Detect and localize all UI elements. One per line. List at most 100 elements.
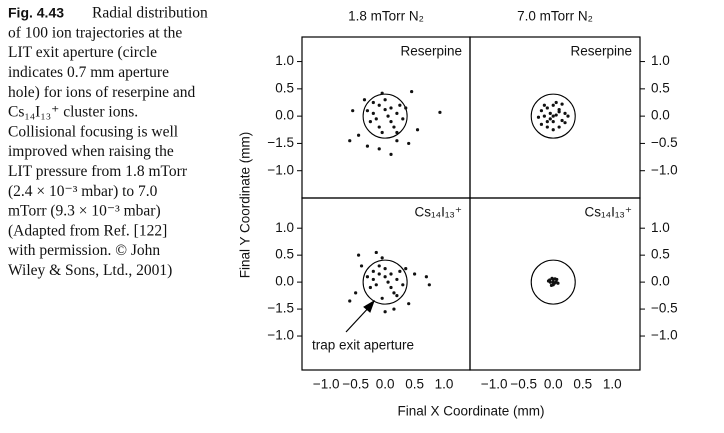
trajectory-point [386,280,390,284]
trajectory-point [383,310,387,314]
trajectory-point [380,256,384,260]
trajectory-point [377,147,381,151]
panel-label: Reserpine [400,44,462,59]
caption-line: (Adapted from Ref. [122] [8,222,167,239]
trajectory-point [551,119,555,124]
caption-line: of 100 ion trajectories at the [8,24,182,41]
caption-line: mTorr (9.3 × 10⁻³ mbar) [8,203,161,220]
trajectory-point [560,118,564,123]
trajectory-point [371,269,375,273]
y-axis-title: Final Y Coordinate (mm) [238,132,253,279]
caption-line: (2.4 × 10⁻³ mbar) to 7.0 [8,183,158,200]
x-tick-label: −0.5 [510,377,537,392]
y-tick-label: 1.0 [651,220,670,235]
y-tick-label: 0.0 [275,108,294,123]
trajectory-point [557,125,561,129]
trajectory-point [371,111,375,116]
y-tick-label: 0.5 [275,80,294,95]
aperture-circle [362,259,408,305]
trajectory-point [548,111,552,116]
trajectory-point [371,100,375,105]
x-axis-title: Final X Coordinate (mm) [397,404,544,419]
trajectory-point [380,296,384,300]
trajectory-point [392,291,396,295]
trajectory-point [560,102,564,106]
trajectory-point [392,125,396,129]
panel-label: Cs₁₄I₁₃⁺ [415,205,463,220]
trajectory-point [389,119,393,124]
trajectory-point [551,103,555,107]
trajectory-point [539,109,544,113]
trajectory-point [368,285,372,290]
panel-frame [469,36,641,199]
trajectory-point [563,111,567,116]
trajectory-point [395,277,399,282]
aperture-circle [362,93,408,139]
trajectory-point [395,139,399,143]
trajectory-point [404,267,408,271]
trajectory-point [365,144,370,148]
panel-frame [301,36,471,199]
annotation: trap exit aperture [312,338,414,353]
caption-label: Fig. 4.43 [8,5,64,21]
trajectory-point [427,283,431,287]
trajectory-point [377,103,381,107]
trajectory-point [392,307,396,311]
trajectory-point [368,119,372,124]
y-tick-label: −1.0 [267,328,294,343]
y-tick-label: 0.5 [651,247,670,262]
caption-line: LIT pressure from 1.8 mTorr [8,163,188,180]
trajectory-point [354,291,358,295]
x-tick-label: 0.0 [544,377,563,392]
trajectory-point [377,264,381,268]
trajectory-point [356,133,361,137]
x-tick-label: 0.5 [405,377,424,392]
y-tick-label: 1.0 [275,53,294,68]
trajectory-point [438,110,442,114]
trajectory-point [545,119,549,124]
column-title: 7.0 mTorr N₂ [517,9,593,24]
y-tick-label: 0.0 [275,274,294,289]
y-tick-label: 0.5 [651,80,670,95]
trajectory-point [348,299,352,303]
trajectory-point [389,272,393,276]
y-tick-label: −1.5 [267,301,294,316]
trajectory-point [410,89,414,94]
x-tick-label: −0.5 [342,377,369,392]
x-tick-label: 1.0 [435,377,454,392]
trajectory-point [389,285,393,290]
trajectory-point [424,275,428,279]
trajectory-point [549,283,554,287]
panel-label: Reserpine [570,44,632,59]
trajectory-point [542,114,546,118]
trajectory-point [412,272,417,276]
arrow-head [363,299,375,313]
caption-line: Wiley & Sons, Ltd., 2001) [8,262,172,279]
caption-line: Radial distribution [92,5,208,22]
trajectory-point [389,152,393,156]
trajectory-point [545,106,549,110]
trajectory-point [374,283,378,287]
trajectory-point [377,272,381,276]
trajectory-point [383,275,387,279]
y-tick-label: −1.0 [651,162,678,177]
trajectory-point [407,302,411,306]
trajectory-point [550,276,554,280]
x-tick-label: −1.0 [481,377,508,392]
trajectory-point [351,109,355,113]
trajectory-point [552,281,557,285]
trajectory-point [563,121,567,125]
trajectory-point [389,106,393,110]
trajectory-point [383,107,387,112]
trajectory-point [542,103,546,107]
trajectory-point [551,114,555,118]
caption-line: hole) for ions of reserpine and [8,84,195,101]
y-tick-label: 0.5 [275,247,294,262]
aperture-circle [530,93,576,139]
aperture-circle [530,259,576,305]
trajectory-point [551,128,555,132]
x-tick-label: 0.5 [573,377,592,392]
y-tick-label: 1.0 [275,220,294,235]
y-tick-label: −0.5 [651,301,678,316]
caption-line: improved when raising the [8,143,174,160]
